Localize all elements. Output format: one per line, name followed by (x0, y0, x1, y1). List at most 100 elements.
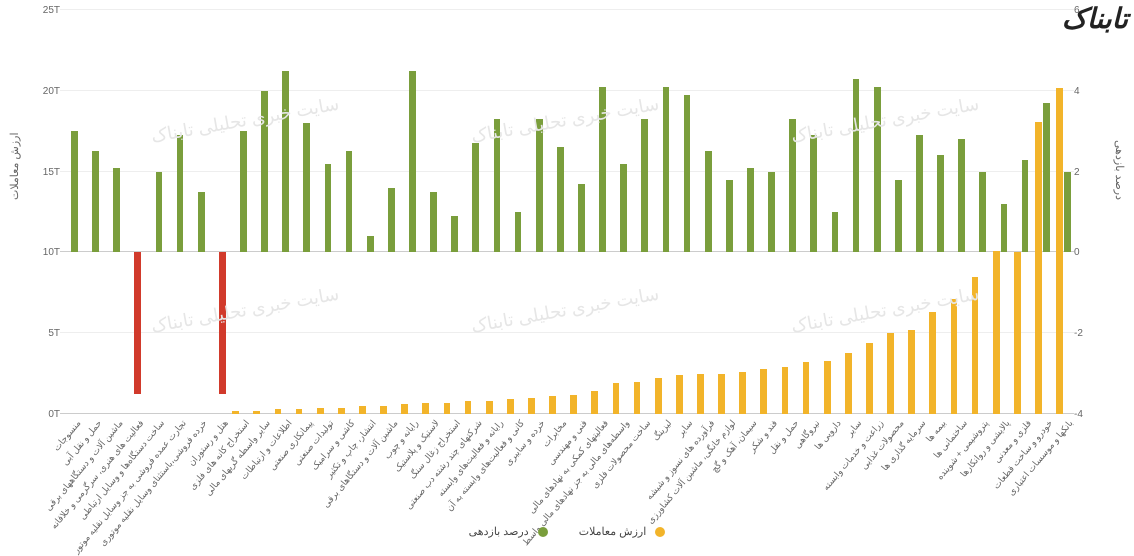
value-bar (444, 403, 451, 414)
return-bar (599, 87, 606, 253)
return-bar (494, 119, 501, 252)
value-bar (528, 398, 535, 414)
value-bar (401, 404, 408, 414)
legend-item-value: ارزش معاملات (579, 525, 666, 538)
return-bar (430, 192, 437, 253)
return-bar (409, 71, 416, 253)
value-bar (845, 353, 852, 414)
value-bar (380, 406, 387, 414)
return-bar (134, 252, 141, 393)
ytick-left: 15T (43, 167, 60, 178)
value-bar (929, 312, 936, 414)
return-bar (515, 212, 522, 252)
return-bar (705, 151, 712, 252)
return-bar (578, 184, 585, 253)
value-bar (697, 374, 704, 414)
return-bar (92, 151, 99, 252)
chart-area (60, 10, 1074, 414)
return-bar (832, 212, 839, 252)
return-bar (641, 119, 648, 252)
return-bar (177, 135, 184, 252)
return-bar (303, 123, 310, 252)
legend-label-return: درصد بازدهی (469, 526, 529, 538)
ytick-left: 25T (43, 5, 60, 16)
ytick-left: 5T (48, 328, 60, 339)
ytick-right: 4 (1074, 86, 1080, 97)
value-bar (613, 383, 620, 414)
value-bar (486, 401, 493, 414)
return-bar (557, 147, 564, 252)
return-bar (768, 172, 775, 253)
ytick-right: 0 (1074, 247, 1080, 258)
legend-dot-value (655, 527, 665, 537)
return-bar (1001, 204, 1008, 252)
return-bar (367, 236, 374, 252)
legend-item-return: درصد بازدهی (469, 525, 548, 538)
return-bar (853, 79, 860, 253)
ytick-right: -2 (1074, 328, 1083, 339)
return-bar (663, 87, 670, 253)
value-bar (908, 330, 915, 414)
value-bar (359, 406, 366, 414)
return-bar (451, 216, 458, 252)
plot-area (60, 10, 1074, 414)
return-bar (937, 155, 944, 252)
ytick-left: 0T (48, 409, 60, 420)
ytick-right: -4 (1074, 409, 1083, 420)
return-bar (874, 87, 881, 253)
return-bar (789, 119, 796, 252)
return-bar (240, 131, 247, 252)
return-bar (1043, 103, 1050, 252)
value-bar (739, 372, 746, 414)
return-bar (198, 192, 205, 253)
ytick-left: 20T (43, 86, 60, 97)
value-bar (422, 403, 429, 414)
return-bar (261, 91, 268, 253)
value-bar (1035, 122, 1042, 414)
left-axis-title: ارزش معاملات (8, 132, 21, 200)
value-bar (1014, 252, 1021, 414)
return-bar (1022, 160, 1029, 253)
value-bar (591, 391, 598, 414)
return-bar (113, 168, 120, 253)
right-axis: -4-20246 (1074, 10, 1099, 414)
return-bar (536, 119, 543, 252)
return-bar (325, 164, 332, 253)
return-bar (747, 168, 754, 253)
return-bar (1064, 172, 1071, 253)
right-axis-title: درصد بازدهی (1113, 140, 1126, 200)
return-bar (219, 252, 226, 393)
return-bar (726, 180, 733, 253)
legend-dot-return (538, 527, 548, 537)
value-bar (782, 367, 789, 414)
return-bar (958, 139, 965, 252)
return-bar (979, 172, 986, 253)
return-bar (684, 95, 691, 253)
value-bar (993, 251, 1000, 414)
value-bar (676, 375, 683, 414)
value-bar (803, 362, 810, 414)
legend: ارزش معاملات درصد بازدهی (0, 525, 1134, 538)
x-label: لیزینگ (651, 418, 675, 443)
value-bar (655, 378, 662, 414)
value-bar (1056, 88, 1063, 414)
return-bar (472, 143, 479, 252)
return-bar (156, 172, 163, 253)
value-bar (866, 343, 873, 414)
value-bar (972, 277, 979, 414)
value-bar (718, 374, 725, 414)
value-bar (760, 369, 767, 414)
return-bar (916, 135, 923, 252)
return-bar (346, 151, 353, 252)
left-axis: 0T5T10T15T20T25T (35, 10, 60, 414)
ytick-right: 6 (1074, 5, 1080, 16)
ytick-left: 10T (43, 247, 60, 258)
return-bar (895, 180, 902, 253)
value-bar (824, 361, 831, 414)
ytick-right: 2 (1074, 167, 1080, 178)
value-bar (570, 395, 577, 414)
legend-label-value: ارزش معاملات (579, 526, 647, 538)
return-bar (620, 164, 627, 253)
value-bar (549, 396, 556, 414)
return-bar (282, 71, 289, 253)
